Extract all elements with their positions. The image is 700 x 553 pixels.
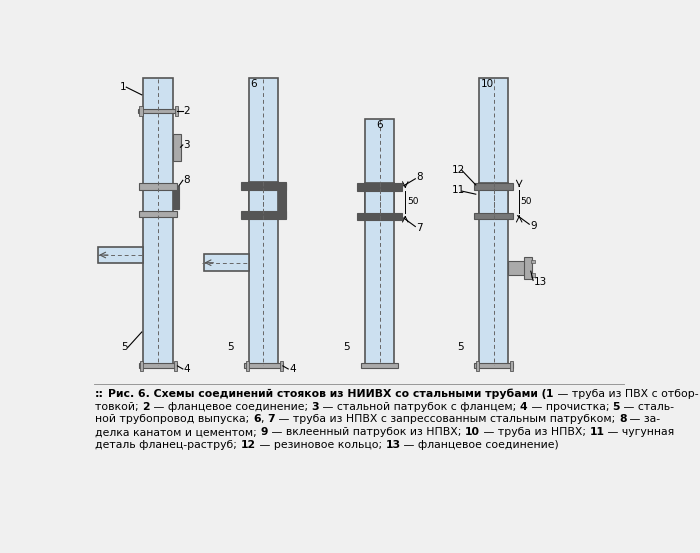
- Bar: [474, 213, 513, 219]
- Bar: [248, 78, 278, 367]
- Bar: [531, 273, 535, 276]
- Bar: [241, 182, 286, 190]
- Bar: [139, 211, 176, 217]
- Text: — резиновое кольцо;: — резиновое кольцо;: [256, 440, 386, 450]
- Bar: [138, 109, 178, 113]
- Text: 12: 12: [452, 165, 465, 175]
- Text: 12: 12: [241, 440, 256, 450]
- Bar: [244, 363, 283, 368]
- Bar: [524, 257, 531, 279]
- Text: 6: 6: [377, 120, 383, 130]
- Bar: [365, 184, 394, 220]
- Text: 13: 13: [534, 277, 547, 287]
- Bar: [139, 184, 176, 190]
- Text: — вклеенный патрубок из НПВХ;: — вклеенный патрубок из НПВХ;: [268, 427, 465, 437]
- Text: 4: 4: [183, 364, 190, 374]
- Text: делка канатом и цементом;: делка канатом и цементом;: [95, 427, 260, 437]
- Text: — труба из НПВХ;: — труба из НПВХ;: [480, 427, 589, 437]
- Bar: [173, 134, 181, 161]
- Text: деталь фланец-раструб;: деталь фланец-раструб;: [95, 440, 241, 450]
- Text: 5: 5: [612, 401, 620, 411]
- Text: — фланцевое соединение): — фланцевое соединение): [400, 440, 559, 450]
- Text: 10: 10: [465, 427, 480, 437]
- Text: 7: 7: [267, 414, 275, 424]
- Text: 5: 5: [343, 342, 350, 352]
- Text: 9: 9: [530, 221, 537, 231]
- Text: 1: 1: [120, 82, 127, 92]
- Bar: [280, 361, 283, 371]
- Text: 2: 2: [142, 401, 150, 411]
- Text: — фланцевое соединение;: — фланцевое соединение;: [150, 401, 312, 411]
- Bar: [139, 106, 143, 116]
- Text: — чугунная: — чугунная: [604, 427, 675, 437]
- Bar: [365, 119, 394, 367]
- Text: ной трубопровод выпуска;: ной трубопровод выпуска;: [95, 414, 253, 424]
- Bar: [241, 211, 286, 219]
- Text: 8: 8: [619, 414, 626, 424]
- Text: — труба из НПВХ с запрессованным стальным патрубком;: — труба из НПВХ с запрессованным стальны…: [275, 414, 619, 424]
- Text: 5: 5: [457, 342, 464, 352]
- Text: 13: 13: [386, 440, 400, 450]
- Bar: [476, 361, 479, 371]
- Bar: [175, 106, 178, 116]
- Text: товкой;: товкой;: [95, 401, 142, 411]
- Bar: [531, 259, 535, 263]
- Text: 3: 3: [312, 401, 319, 411]
- Bar: [479, 78, 508, 367]
- Text: — за-: — за-: [626, 414, 661, 424]
- Bar: [174, 361, 177, 371]
- Text: 3: 3: [183, 140, 190, 150]
- Bar: [246, 361, 248, 371]
- Bar: [140, 361, 143, 371]
- Text: — труба из ПВХ с отбор-: — труба из ПВХ с отбор-: [554, 389, 699, 399]
- Bar: [510, 361, 513, 371]
- Text: 7: 7: [416, 223, 423, 233]
- Text: 10: 10: [480, 79, 494, 89]
- Bar: [479, 184, 508, 219]
- Text: 9: 9: [260, 427, 268, 437]
- Bar: [173, 186, 179, 209]
- Bar: [248, 182, 278, 219]
- Text: — прочистка;: — прочистка;: [528, 401, 612, 411]
- Text: 8: 8: [416, 172, 423, 182]
- Bar: [361, 363, 398, 368]
- Text: 2: 2: [183, 106, 190, 116]
- Text: 11: 11: [589, 427, 604, 437]
- Bar: [139, 363, 177, 368]
- Text: 5: 5: [227, 342, 234, 352]
- Text: — сталь-: — сталь-: [620, 401, 674, 411]
- Text: Рис. 6. Схемы соединений стояков из НИИВХ со стальными трубами (: Рис. 6. Схемы соединений стояков из НИИВ…: [108, 389, 546, 399]
- Bar: [508, 261, 528, 275]
- Bar: [98, 247, 144, 263]
- Bar: [474, 363, 513, 368]
- Text: 1: 1: [546, 389, 554, 399]
- Text: 50: 50: [521, 197, 532, 206]
- Text: 50: 50: [407, 197, 419, 206]
- Text: 6: 6: [253, 414, 260, 424]
- Text: ,: ,: [260, 414, 267, 424]
- Bar: [144, 78, 173, 367]
- Text: — стальной патрубок с фланцем;: — стальной патрубок с фланцем;: [319, 401, 520, 411]
- Bar: [357, 213, 402, 220]
- Text: 5: 5: [122, 342, 128, 352]
- Text: 4: 4: [520, 401, 528, 411]
- Bar: [278, 184, 286, 218]
- Text: 8: 8: [183, 175, 190, 185]
- Text: 4: 4: [289, 364, 295, 374]
- Text: 11: 11: [452, 185, 465, 195]
- Text: ::: ::: [95, 389, 104, 399]
- Text: 6: 6: [251, 79, 257, 89]
- Bar: [204, 254, 248, 271]
- Bar: [357, 184, 402, 191]
- Bar: [474, 184, 513, 190]
